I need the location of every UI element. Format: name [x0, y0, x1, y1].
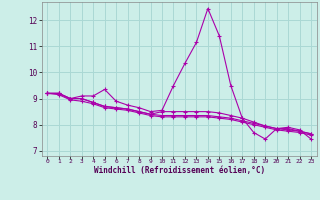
X-axis label: Windchill (Refroidissement éolien,°C): Windchill (Refroidissement éolien,°C) [94, 166, 265, 175]
